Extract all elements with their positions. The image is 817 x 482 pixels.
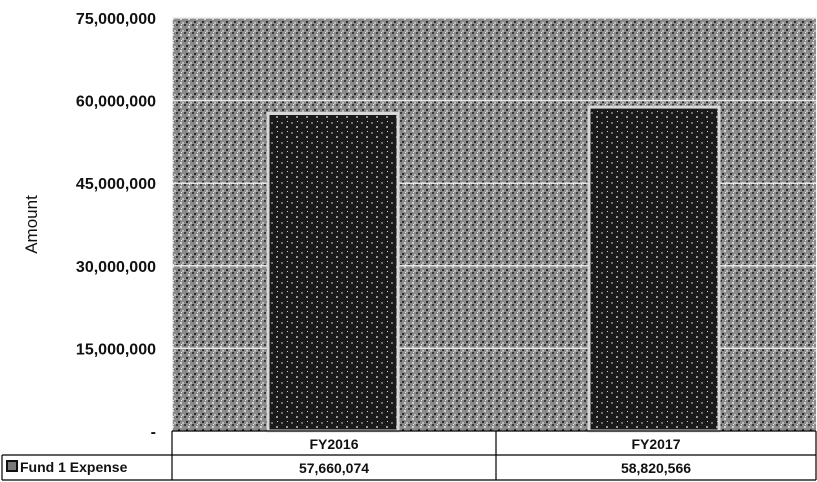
bar-fy2016 xyxy=(266,111,400,433)
y-tick-label: 75,000,000 xyxy=(76,11,156,28)
data-label: 58,820,566 xyxy=(621,460,691,476)
bar-fy2017 xyxy=(587,105,721,433)
y-tick-label: 15,000,000 xyxy=(76,341,156,358)
bars xyxy=(266,105,721,433)
y-tick-label: 30,000,000 xyxy=(76,259,156,276)
category-label: FY2017 xyxy=(631,436,680,452)
data-table: FY2016 57,660,074 FY2017 58,820,566 Fund 1 E… xyxy=(1,430,817,481)
y-axis-tick-labels: - 15,000,000 30,000,000 45,000,000 60,000,00… xyxy=(76,11,156,441)
y-tick-label: - xyxy=(151,424,156,441)
y-tick-label: 45,000,000 xyxy=(76,176,156,193)
legend-label: Fund 1 Expense xyxy=(20,459,128,475)
category-label: FY2016 xyxy=(309,436,358,452)
y-axis-title: Amount xyxy=(22,195,41,254)
y-tick-label: 60,000,000 xyxy=(76,94,156,111)
data-label: 57,660,074 xyxy=(299,460,369,476)
legend-swatch xyxy=(6,460,18,472)
